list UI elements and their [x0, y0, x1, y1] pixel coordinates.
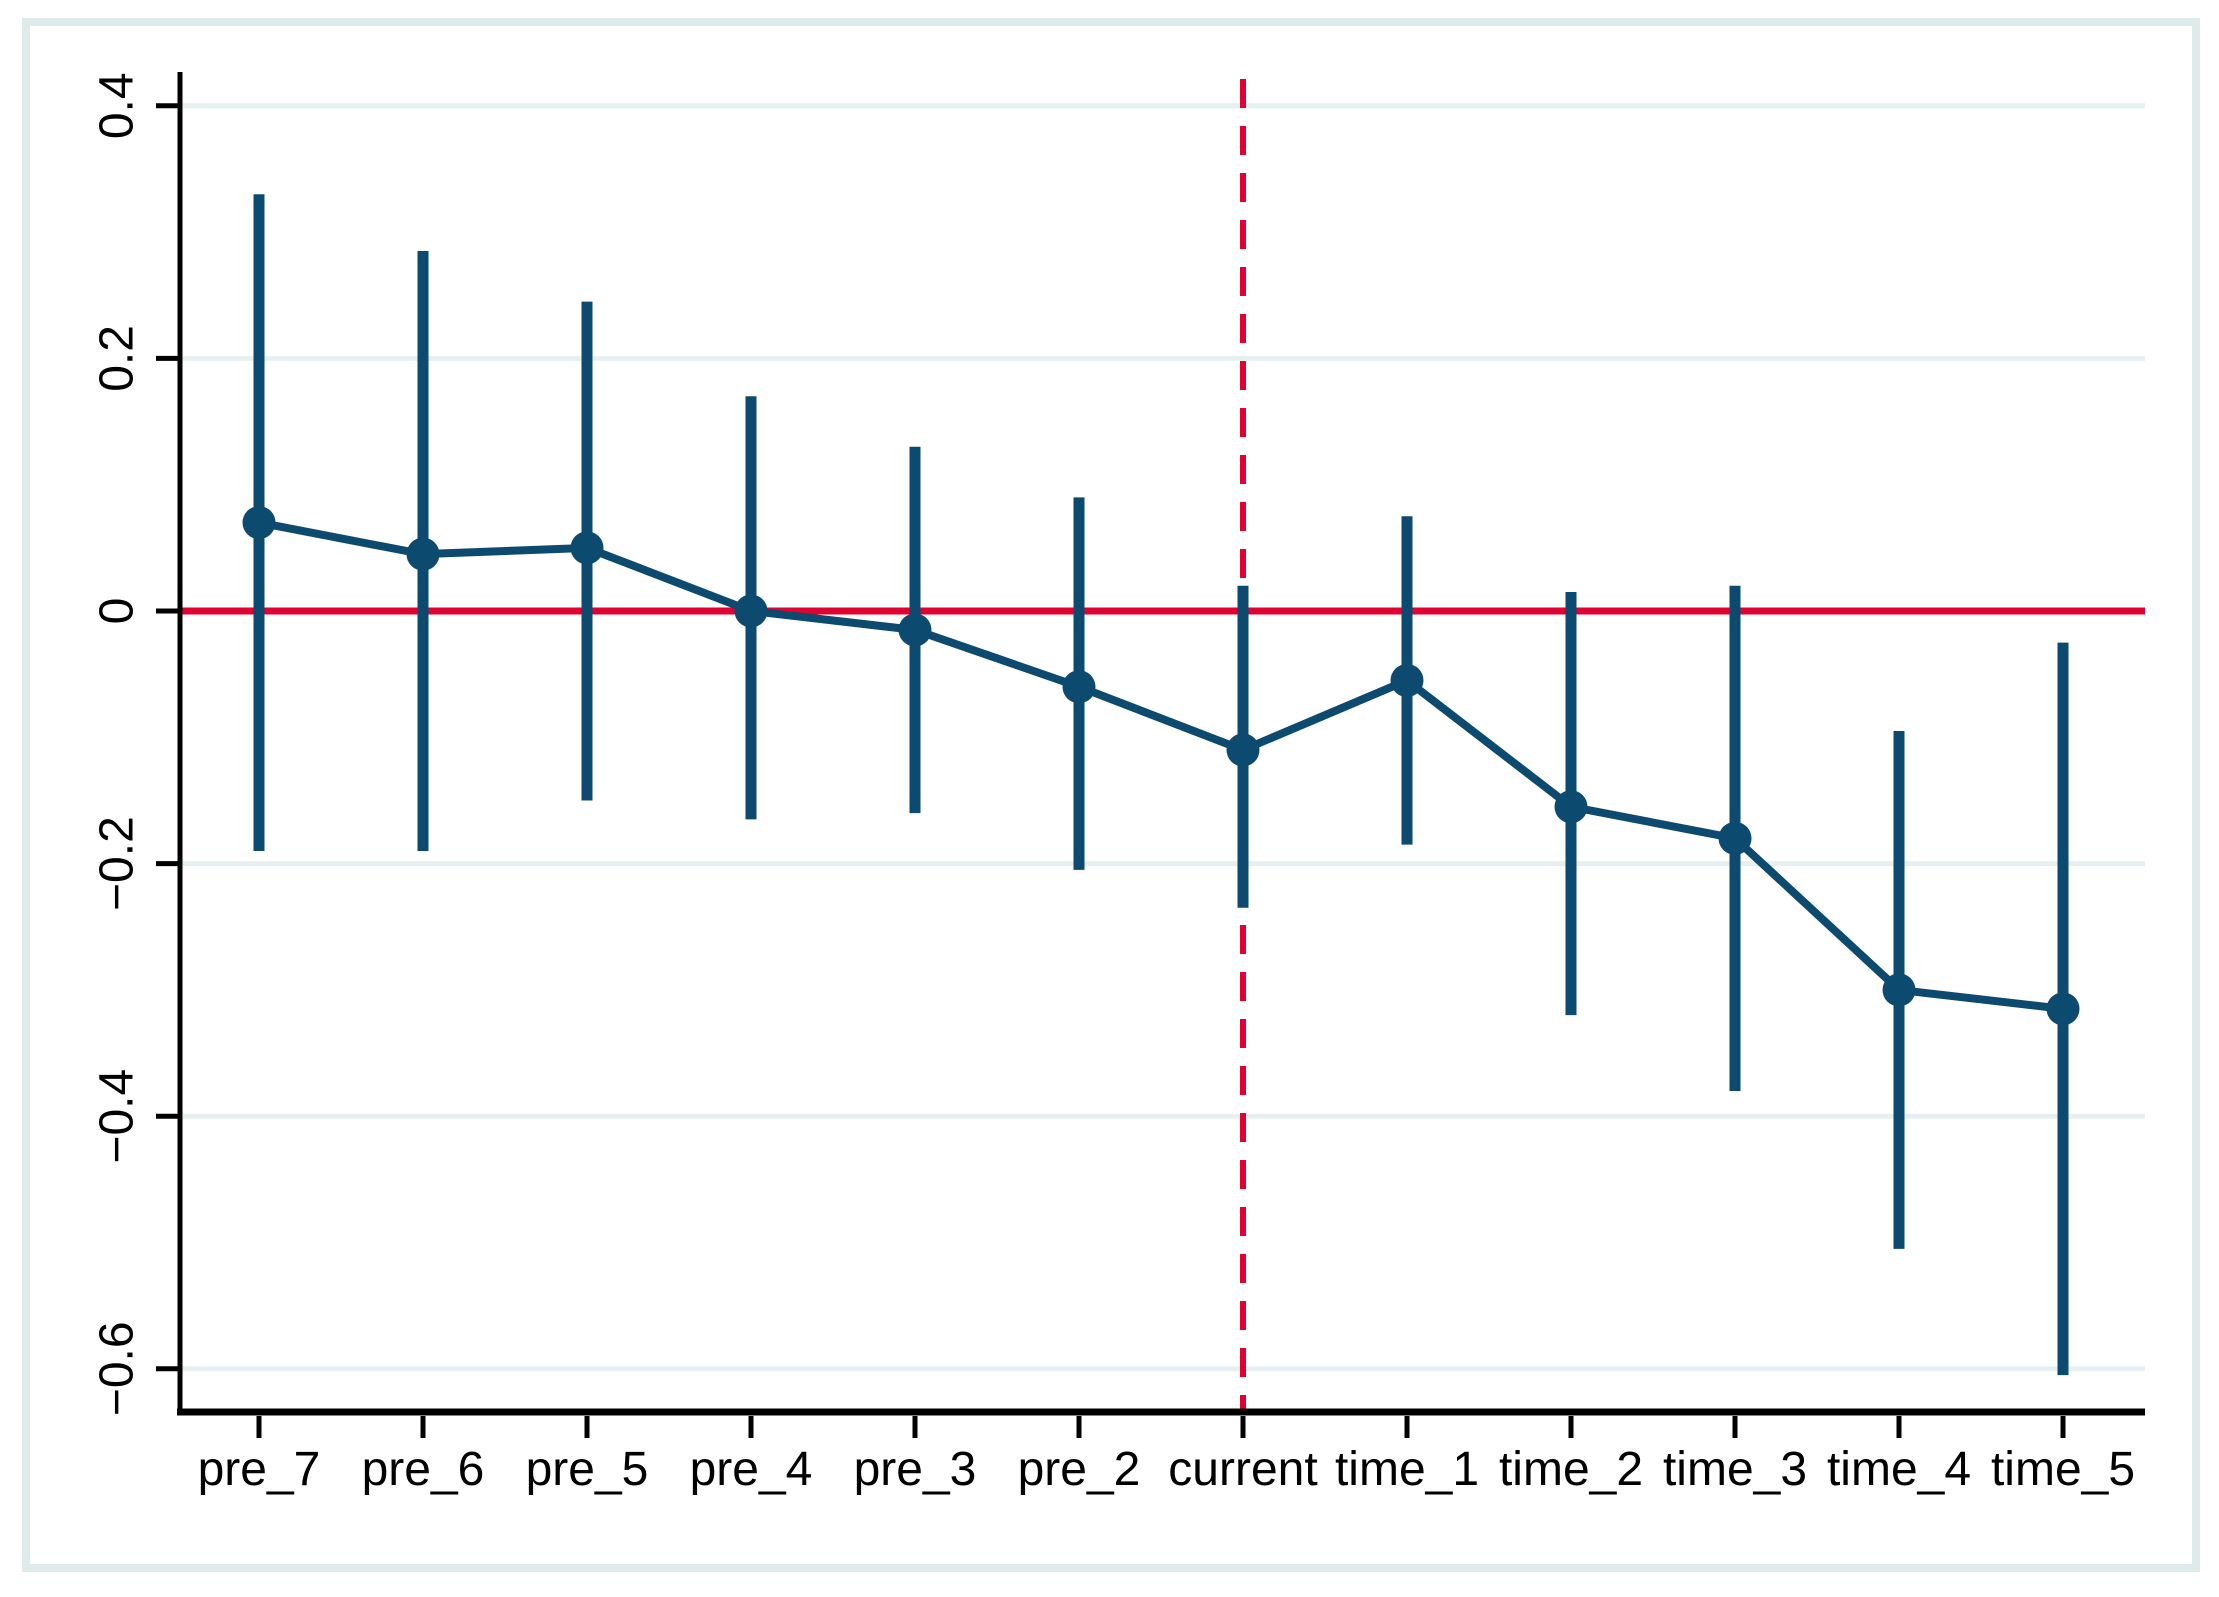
- data-point-time_3: [1718, 821, 1752, 855]
- x-tick-label: pre_4: [690, 1443, 813, 1496]
- data-point-time_4: [1882, 973, 1916, 1007]
- x-tick-label: pre_7: [198, 1443, 321, 1496]
- x-axis: pre_7 pre_6 pre_5 pre_4 pre_3 pre_2 current tim…: [198, 1416, 2135, 1496]
- x-tick-label: time_3: [1663, 1443, 1807, 1496]
- x-tick-label: pre_2: [1018, 1443, 1141, 1496]
- data-point-pre_7: [242, 506, 276, 540]
- x-tick-label: pre_5: [526, 1443, 649, 1496]
- y-tick-label: 0.2: [91, 325, 144, 392]
- data-point-time_1: [1390, 663, 1424, 697]
- y-tick-label: −0.4: [91, 1069, 144, 1164]
- confidence-intervals: [253, 194, 2069, 1376]
- plot-border: [22, 18, 2200, 1572]
- y-tick-label: −0.6: [91, 1321, 144, 1416]
- data-point-pre_3: [898, 613, 932, 647]
- y-tick-label: −0.2: [91, 816, 144, 911]
- data-point-pre_5: [570, 531, 604, 565]
- gridlines: [180, 103, 2145, 1372]
- x-tick-label: time_1: [1335, 1443, 1479, 1496]
- x-tick-label: time_5: [1991, 1443, 2135, 1496]
- data-points: [242, 506, 2080, 1026]
- data-point-pre_4: [734, 594, 768, 628]
- trend-line: [258, 518, 2064, 1013]
- data-point-time_2: [1554, 790, 1588, 824]
- x-tick-label: time_4: [1827, 1443, 1971, 1496]
- x-tick-label: current: [1168, 1443, 1317, 1496]
- y-tick-label: 0: [91, 598, 144, 625]
- y-axis: 0.4 0.2 0 −0.2 −0.4 −0.6: [91, 72, 180, 1416]
- x-tick-label: time_2: [1499, 1443, 1643, 1496]
- y-tick-label: 0.4: [91, 72, 144, 139]
- x-tick-label: pre_6: [362, 1443, 485, 1496]
- data-point-current: [1226, 733, 1260, 767]
- data-point-time_5: [2046, 992, 2080, 1026]
- data-point-pre_2: [1062, 670, 1096, 704]
- x-tick-label: pre_3: [854, 1443, 977, 1496]
- data-point-pre_6: [406, 537, 440, 571]
